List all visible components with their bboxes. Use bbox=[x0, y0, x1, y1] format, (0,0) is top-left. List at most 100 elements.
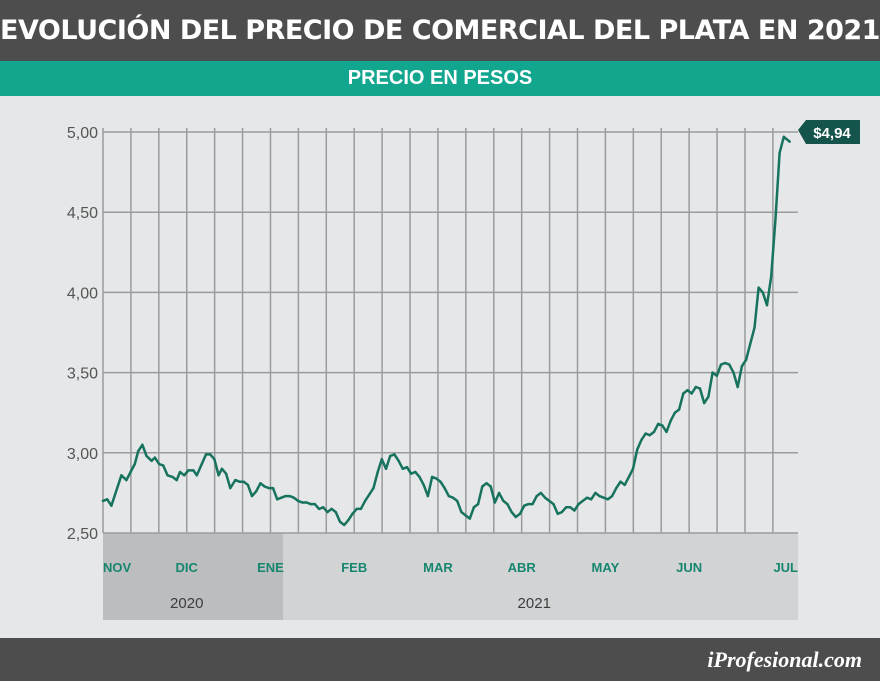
data-point bbox=[497, 491, 501, 495]
data-point bbox=[564, 506, 568, 509]
data-point bbox=[234, 478, 237, 482]
data-point bbox=[200, 462, 203, 466]
data-point bbox=[238, 480, 241, 483]
data-point bbox=[355, 507, 358, 511]
data-point bbox=[615, 486, 618, 490]
data-point bbox=[652, 430, 656, 434]
data-point bbox=[229, 486, 232, 490]
y-tick-label: 3,00 bbox=[67, 446, 98, 463]
data-point bbox=[690, 392, 693, 395]
data-point bbox=[443, 486, 446, 490]
data-point bbox=[694, 385, 697, 389]
data-point bbox=[384, 467, 388, 470]
data-point bbox=[405, 466, 409, 469]
data-point bbox=[141, 443, 144, 446]
data-point bbox=[560, 510, 564, 514]
last-value-label: $4,94 bbox=[798, 120, 860, 144]
y-tick-label: 5,00 bbox=[67, 125, 98, 142]
data-point bbox=[192, 469, 195, 472]
data-point bbox=[673, 411, 677, 414]
data-point bbox=[782, 135, 785, 138]
data-point bbox=[715, 374, 718, 377]
data-point bbox=[284, 494, 287, 498]
data-point bbox=[556, 512, 559, 515]
data-point bbox=[686, 389, 689, 392]
data-point bbox=[120, 474, 123, 477]
data-point bbox=[464, 514, 467, 517]
x-tick-label: ENE bbox=[257, 560, 284, 575]
y-tick-label: 3,50 bbox=[67, 366, 98, 383]
data-point bbox=[598, 494, 601, 498]
data-point bbox=[195, 474, 198, 477]
data-point bbox=[259, 482, 262, 485]
data-point bbox=[372, 486, 375, 490]
data-point bbox=[380, 458, 383, 461]
data-point bbox=[110, 504, 113, 507]
data-point bbox=[610, 494, 614, 498]
data-point bbox=[765, 304, 769, 307]
data-point bbox=[736, 385, 739, 389]
data-point bbox=[351, 512, 354, 515]
x-tick-label: JUN bbox=[676, 560, 702, 575]
data-point bbox=[389, 454, 392, 458]
x-tick-label: MAR bbox=[423, 560, 453, 575]
data-point bbox=[347, 519, 350, 522]
data-point bbox=[523, 504, 526, 507]
data-point bbox=[481, 485, 484, 488]
data-point bbox=[309, 502, 312, 506]
y-tick-label: 4,50 bbox=[67, 205, 98, 222]
x-tick-label: NOV bbox=[103, 560, 132, 575]
y-tick-label: 4,00 bbox=[67, 285, 98, 302]
band-2020 bbox=[103, 533, 283, 620]
data-point bbox=[250, 494, 254, 498]
data-point bbox=[209, 453, 212, 456]
data-point bbox=[451, 496, 455, 499]
data-point bbox=[569, 506, 572, 509]
data-point bbox=[114, 491, 117, 495]
data-point bbox=[255, 490, 258, 493]
data-point bbox=[376, 470, 379, 474]
data-point bbox=[175, 478, 178, 482]
data-point bbox=[296, 499, 300, 503]
data-point bbox=[757, 286, 760, 289]
data-point bbox=[548, 499, 551, 503]
data-point bbox=[577, 502, 580, 506]
data-point bbox=[166, 474, 169, 477]
data-point bbox=[489, 485, 492, 488]
data-point bbox=[761, 291, 764, 294]
data-point bbox=[224, 472, 228, 475]
data-point bbox=[665, 430, 668, 434]
chart-title: EVOLUCIÓN DEL PRECIO DE COMERCIAL DEL PL… bbox=[0, 15, 880, 46]
data-point bbox=[602, 496, 605, 499]
title-bar bbox=[0, 0, 880, 61]
data-point bbox=[573, 509, 576, 512]
data-point bbox=[719, 363, 723, 366]
data-point bbox=[535, 494, 538, 498]
data-point bbox=[456, 499, 459, 503]
data-point bbox=[183, 474, 186, 477]
data-point bbox=[732, 371, 735, 374]
data-point bbox=[326, 510, 329, 514]
data-point bbox=[301, 501, 304, 504]
data-point bbox=[698, 387, 702, 390]
data-point bbox=[753, 326, 756, 329]
data-point bbox=[518, 512, 522, 515]
data-point bbox=[510, 510, 513, 514]
data-point bbox=[313, 502, 316, 506]
data-point bbox=[242, 480, 245, 483]
data-point bbox=[682, 392, 685, 395]
data-point bbox=[157, 462, 161, 466]
data-point bbox=[133, 462, 136, 466]
data-point bbox=[368, 493, 371, 496]
data-point bbox=[435, 477, 438, 480]
data-point bbox=[129, 470, 132, 474]
data-point bbox=[414, 470, 417, 474]
horizontal-gridlines bbox=[103, 131, 798, 534]
data-point bbox=[493, 501, 497, 504]
data-point bbox=[485, 482, 488, 485]
data-point bbox=[543, 496, 547, 499]
data-point bbox=[187, 469, 190, 472]
data-point bbox=[363, 499, 367, 503]
x-tick-label: MAY bbox=[592, 560, 620, 575]
